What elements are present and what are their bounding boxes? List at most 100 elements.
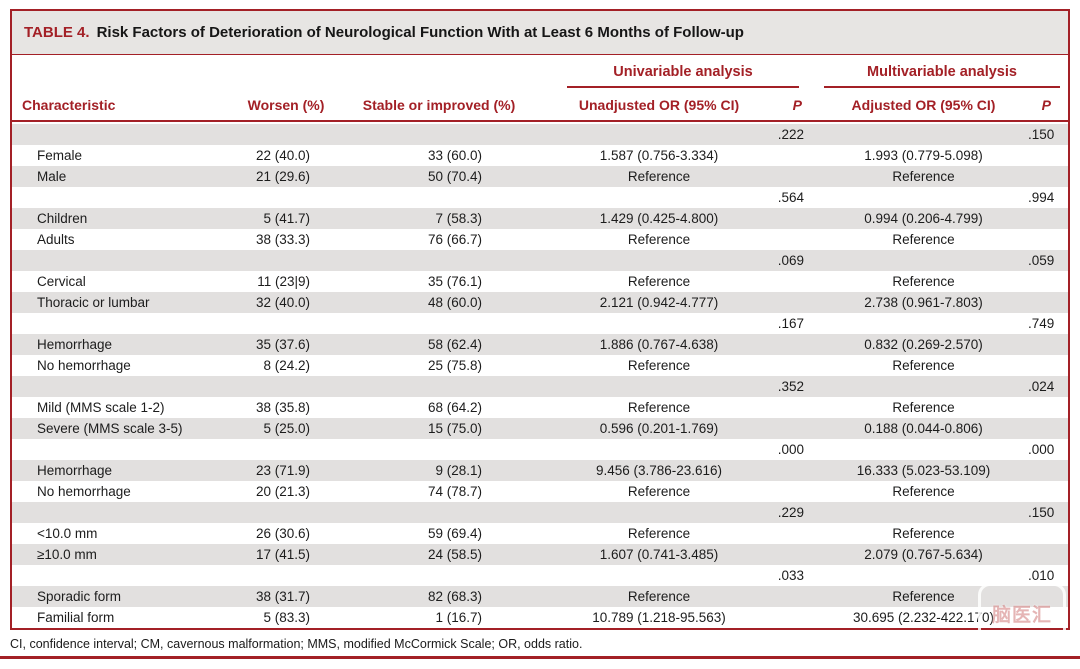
p-multivariable-cell bbox=[1028, 418, 1068, 439]
p-univariable-cell: .033 bbox=[777, 567, 804, 583]
characteristic-cell: Sporadic form bbox=[37, 588, 122, 604]
unadjusted-or-cell: 1.607 (0.741-3.485) bbox=[599, 546, 719, 562]
table-row: Familial form 5 (83.3) 1 (16.7) 10.789 (1.2… bbox=[12, 606, 1068, 628]
characteristic-cell: ≥10.0 mm bbox=[37, 546, 97, 562]
p-univariable-cell: .352 bbox=[777, 378, 804, 394]
unadjusted-or-cell bbox=[542, 376, 776, 397]
worsen-cell bbox=[236, 376, 336, 397]
column-header-characteristic: Characteristic bbox=[22, 96, 116, 113]
p-multivariable-cell bbox=[1028, 397, 1068, 418]
stable-improved-cell bbox=[336, 565, 542, 586]
stable-improved-cell: 82 (68.3) bbox=[427, 588, 482, 604]
table-row: Cervical 11 (23|9) 35 (76.1) Reference Refer… bbox=[12, 270, 1068, 292]
table-header: Univariable analysis Multivariable analy… bbox=[12, 54, 1068, 122]
p-multivariable-cell bbox=[1028, 586, 1068, 607]
p-multivariable-cell bbox=[1028, 607, 1068, 628]
stable-improved-cell: 58 (62.4) bbox=[427, 336, 482, 352]
p-multivariable-cell bbox=[1028, 271, 1068, 292]
unadjusted-or-cell: 1.429 (0.425-4.800) bbox=[599, 210, 719, 226]
p-univariable-cell: .069 bbox=[777, 252, 804, 268]
unadjusted-or-cell: Reference bbox=[627, 588, 691, 604]
p-multivariable-cell: .059 bbox=[1028, 252, 1055, 268]
table-row: No hemorrhage 20 (21.3) 74 (78.7) Reference… bbox=[12, 480, 1068, 502]
unadjusted-or-cell bbox=[542, 565, 776, 586]
adjusted-or-cell: 2.738 (0.961-7.803) bbox=[864, 294, 983, 310]
p-multivariable-cell: .749 bbox=[1028, 315, 1055, 331]
p-univariable-cell bbox=[776, 481, 819, 502]
span-header-row: Univariable analysis Multivariable analy… bbox=[12, 55, 1068, 88]
worsen-cell: 23 (71.9) bbox=[255, 462, 310, 478]
unadjusted-or-cell: Reference bbox=[627, 273, 691, 289]
p-multivariable-cell: .994 bbox=[1028, 189, 1055, 205]
stable-improved-cell: 24 (58.5) bbox=[427, 546, 482, 562]
adjusted-or-cell: Reference bbox=[892, 525, 955, 541]
table-row: <10.0 mm 26 (30.6) 59 (69.4) Reference Refer… bbox=[12, 522, 1068, 544]
p-univariable-cell: .564 bbox=[777, 189, 804, 205]
table-row: Female 22 (40.0) 33 (60.0) 1.587 (0.756-3.3… bbox=[12, 144, 1068, 166]
adjusted-or-cell bbox=[819, 124, 1028, 145]
characteristic-cell: No hemorrhage bbox=[37, 483, 131, 499]
table-row: Thoracic or lumbar 32 (40.0) 48 (60.0) 2.12… bbox=[12, 291, 1068, 313]
column-header-worsen: Worsen (%) bbox=[247, 96, 325, 113]
p-univariable-cell bbox=[776, 271, 819, 292]
characteristic-cell: Mild (MMS scale 1-2) bbox=[37, 399, 165, 415]
unadjusted-or-cell: 1.587 (0.756-3.334) bbox=[599, 147, 719, 163]
p-univariable-cell bbox=[776, 397, 819, 418]
characteristic-cell: Thoracic or lumbar bbox=[37, 294, 150, 310]
stable-improved-cell: 9 (28.1) bbox=[435, 462, 482, 478]
bottom-rule bbox=[0, 656, 1080, 659]
adjusted-or-cell: Reference bbox=[892, 357, 955, 373]
column-header-p-multivariable: P bbox=[1041, 96, 1051, 113]
stable-improved-cell bbox=[336, 124, 542, 145]
characteristic-cell bbox=[12, 565, 236, 586]
characteristic-cell bbox=[12, 187, 236, 208]
adjusted-or-cell bbox=[819, 187, 1028, 208]
column-header-adjusted-or: Adjusted OR (95% CI) bbox=[851, 96, 996, 113]
p-multivariable-cell: .024 bbox=[1028, 378, 1055, 394]
worsen-cell: 21 (29.6) bbox=[255, 168, 310, 184]
characteristic-cell: Cervical bbox=[37, 273, 86, 289]
table-row: No hemorrhage 8 (24.2) 25 (75.8) Reference R… bbox=[12, 354, 1068, 376]
characteristic-cell: No hemorrhage bbox=[37, 357, 131, 373]
p-multivariable-cell bbox=[1028, 544, 1068, 565]
characteristic-cell bbox=[12, 124, 236, 145]
p-univariable-cell: .167 bbox=[777, 315, 804, 331]
adjusted-or-cell bbox=[819, 313, 1028, 334]
column-header-unadjusted-or: Unadjusted OR (95% CI) bbox=[578, 96, 740, 113]
table-row: ≥10.0 mm 17 (41.5) 24 (58.5) 1.607 (0.741-3… bbox=[12, 543, 1068, 565]
stable-improved-cell bbox=[336, 439, 542, 460]
p-multivariable-cell: .150 bbox=[1028, 504, 1055, 520]
characteristic-cell: Children bbox=[37, 210, 88, 226]
table-row: Children 5 (41.7) 7 (58.3) 1.429 (0.425-4.8… bbox=[12, 207, 1068, 229]
p-multivariable-cell: .010 bbox=[1028, 567, 1055, 583]
unadjusted-or-cell bbox=[542, 439, 776, 460]
p-univariable-cell: .229 bbox=[777, 504, 804, 520]
unadjusted-or-cell: 10.789 (1.218-95.563) bbox=[592, 609, 726, 625]
stable-improved-cell: 50 (70.4) bbox=[427, 168, 482, 184]
p-multivariable-cell bbox=[1028, 229, 1068, 250]
stable-improved-cell: 59 (69.4) bbox=[427, 525, 482, 541]
unadjusted-or-cell bbox=[542, 250, 776, 271]
p-univariable-cell bbox=[776, 460, 819, 481]
stable-improved-cell: 48 (60.0) bbox=[427, 294, 482, 310]
adjusted-or-cell: Reference bbox=[892, 231, 955, 247]
characteristic-cell: Hemorrhage bbox=[37, 336, 113, 352]
worsen-cell: 17 (41.5) bbox=[255, 546, 310, 562]
unadjusted-or-cell: Reference bbox=[627, 483, 691, 499]
table-row: .229 .150 bbox=[12, 501, 1068, 523]
stable-improved-cell bbox=[336, 376, 542, 397]
table-row: .033 .010 bbox=[12, 564, 1068, 586]
table-row: .167 .749 bbox=[12, 312, 1068, 334]
p-multivariable-cell bbox=[1028, 355, 1068, 376]
p-multivariable-cell bbox=[1028, 523, 1068, 544]
adjusted-or-cell: Reference bbox=[892, 273, 955, 289]
adjusted-or-cell: Reference bbox=[892, 483, 955, 499]
p-univariable-cell bbox=[776, 166, 819, 187]
table-row: Severe (MMS scale 3-5) 5 (25.0) 15 (75.0) 0… bbox=[12, 417, 1068, 439]
p-univariable-cell bbox=[776, 334, 819, 355]
worsen-cell bbox=[236, 502, 336, 523]
characteristic-cell: Female bbox=[37, 147, 83, 163]
column-header-p-univariable: P bbox=[792, 96, 802, 113]
p-univariable-cell bbox=[776, 607, 819, 628]
